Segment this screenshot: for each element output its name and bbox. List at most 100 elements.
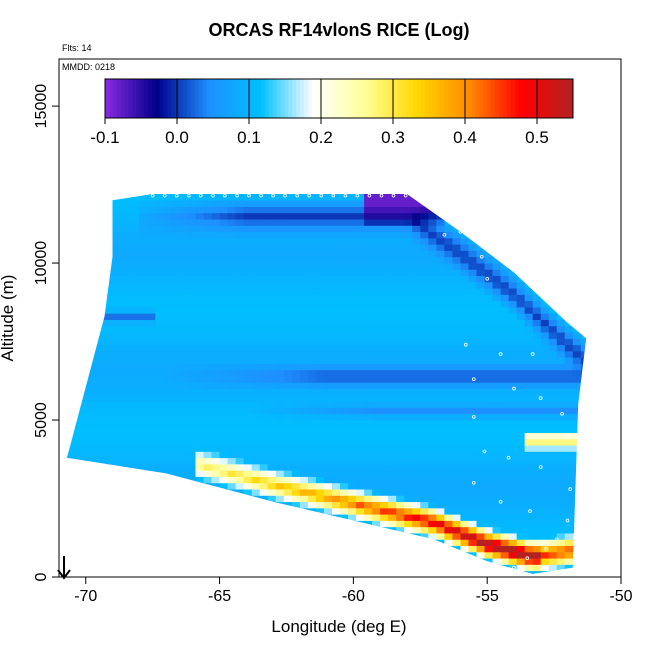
heatmap-cell <box>404 401 413 408</box>
heatmap-cell <box>564 501 574 509</box>
heatmap-cell <box>468 325 477 333</box>
heatmap-cell <box>396 369 405 377</box>
heatmap-cell <box>251 269 261 277</box>
colorbar-segment <box>378 79 383 118</box>
heatmap-cell <box>388 338 397 346</box>
heatmap-cell <box>460 363 469 371</box>
heatmap-cell <box>251 357 261 364</box>
heatmap-cell <box>396 438 405 446</box>
heatmap-cell <box>211 463 220 471</box>
heatmap-cell <box>283 413 293 421</box>
colorbar-segment <box>245 79 250 118</box>
heatmap-cell <box>251 319 261 327</box>
heatmap-cell <box>315 338 325 346</box>
colorbar-segment <box>487 79 492 118</box>
heatmap-cell <box>291 225 301 233</box>
heatmap-cell <box>460 394 469 402</box>
heatmap-cell <box>291 401 301 408</box>
heatmap-cell <box>171 420 180 427</box>
heatmap-cell <box>323 250 333 258</box>
heatmap-cell <box>219 300 228 308</box>
heatmap-cell <box>235 470 245 477</box>
heatmap-cell <box>388 376 397 383</box>
heatmap-cell <box>123 256 132 264</box>
heatmap-cell <box>291 344 301 352</box>
heatmap-cell <box>291 300 301 308</box>
heatmap-cell <box>524 388 534 396</box>
heatmap-cell <box>163 206 172 214</box>
heatmap-cell <box>243 357 253 364</box>
heatmap-cell <box>516 539 526 547</box>
heatmap-cell <box>412 476 421 484</box>
heatmap-cell <box>500 501 509 509</box>
heatmap-cell <box>323 507 333 515</box>
heatmap-cell <box>364 451 373 459</box>
heatmap-cell <box>476 470 485 477</box>
observation-marker <box>471 480 476 485</box>
heatmap-cell <box>235 332 245 339</box>
heatmap-cell <box>340 388 349 396</box>
heatmap-cell <box>556 325 566 333</box>
heatmap-cell <box>548 495 558 503</box>
heatmap-cell <box>532 413 542 421</box>
heatmap-cell <box>99 319 108 327</box>
heatmap-cell <box>283 357 293 364</box>
heatmap-cell <box>147 394 156 402</box>
heatmap-cell <box>235 237 245 245</box>
heatmap-cell <box>195 382 204 390</box>
heatmap-cell <box>356 363 365 371</box>
heatmap-cell <box>91 369 100 377</box>
heatmap-cell <box>372 388 381 396</box>
heatmap-cell <box>356 432 365 440</box>
heatmap-cell <box>460 369 469 377</box>
heatmap-cell <box>508 300 518 308</box>
heatmap-cell <box>444 420 453 427</box>
colorbar: -0.1 0.0 0.1 0.2 0.3 0.4 0.5 <box>90 78 574 147</box>
observation-marker <box>259 193 263 198</box>
heatmap-cell <box>492 350 501 358</box>
heatmap-cell <box>267 344 277 352</box>
heatmap-cell <box>444 357 453 364</box>
heatmap-cell <box>139 300 148 308</box>
heatmap-cell <box>540 463 550 471</box>
observation-marker <box>367 193 372 198</box>
heatmap-cell <box>564 451 574 459</box>
heatmap-cell <box>364 432 373 440</box>
heatmap-cell <box>476 401 485 408</box>
heatmap-cell <box>572 363 582 371</box>
heatmap-cell <box>291 313 301 320</box>
heatmap-cell <box>99 445 108 452</box>
heatmap-cell <box>436 388 445 396</box>
heatmap-cell <box>123 269 132 277</box>
heatmap-cell <box>131 394 140 402</box>
heatmap-cell <box>388 363 397 371</box>
heatmap-cell <box>99 332 108 339</box>
heatmap-cell <box>227 438 237 446</box>
heatmap-cell <box>524 288 534 295</box>
heatmap-cell <box>500 476 509 484</box>
heatmap-cell <box>299 212 309 220</box>
heatmap-cell <box>532 432 542 440</box>
heatmap-cell <box>364 206 373 214</box>
flights-annotation: Flts: 14 <box>62 43 92 53</box>
heatmap-cell <box>548 520 558 528</box>
heatmap-cell <box>532 407 542 415</box>
heatmap-cell <box>259 344 269 352</box>
heatmap-cell <box>315 476 325 484</box>
heatmap-cell <box>356 332 365 339</box>
heatmap-cell <box>331 420 341 427</box>
colorbar-segment <box>370 79 375 118</box>
heatmap-cell <box>548 313 558 320</box>
heatmap-cell <box>388 294 397 302</box>
heatmap-cell <box>516 332 526 339</box>
heatmap-cell <box>187 445 196 452</box>
heatmap-cell <box>331 294 341 302</box>
heatmap-cell <box>404 263 413 270</box>
heatmap-cell <box>123 307 132 314</box>
heatmap-cell <box>307 194 317 201</box>
heatmap-cell <box>323 256 333 264</box>
heatmap-cell <box>107 332 116 339</box>
heatmap-cell <box>420 231 429 239</box>
heatmap-cell <box>540 344 550 352</box>
heatmap-cell <box>500 507 509 515</box>
